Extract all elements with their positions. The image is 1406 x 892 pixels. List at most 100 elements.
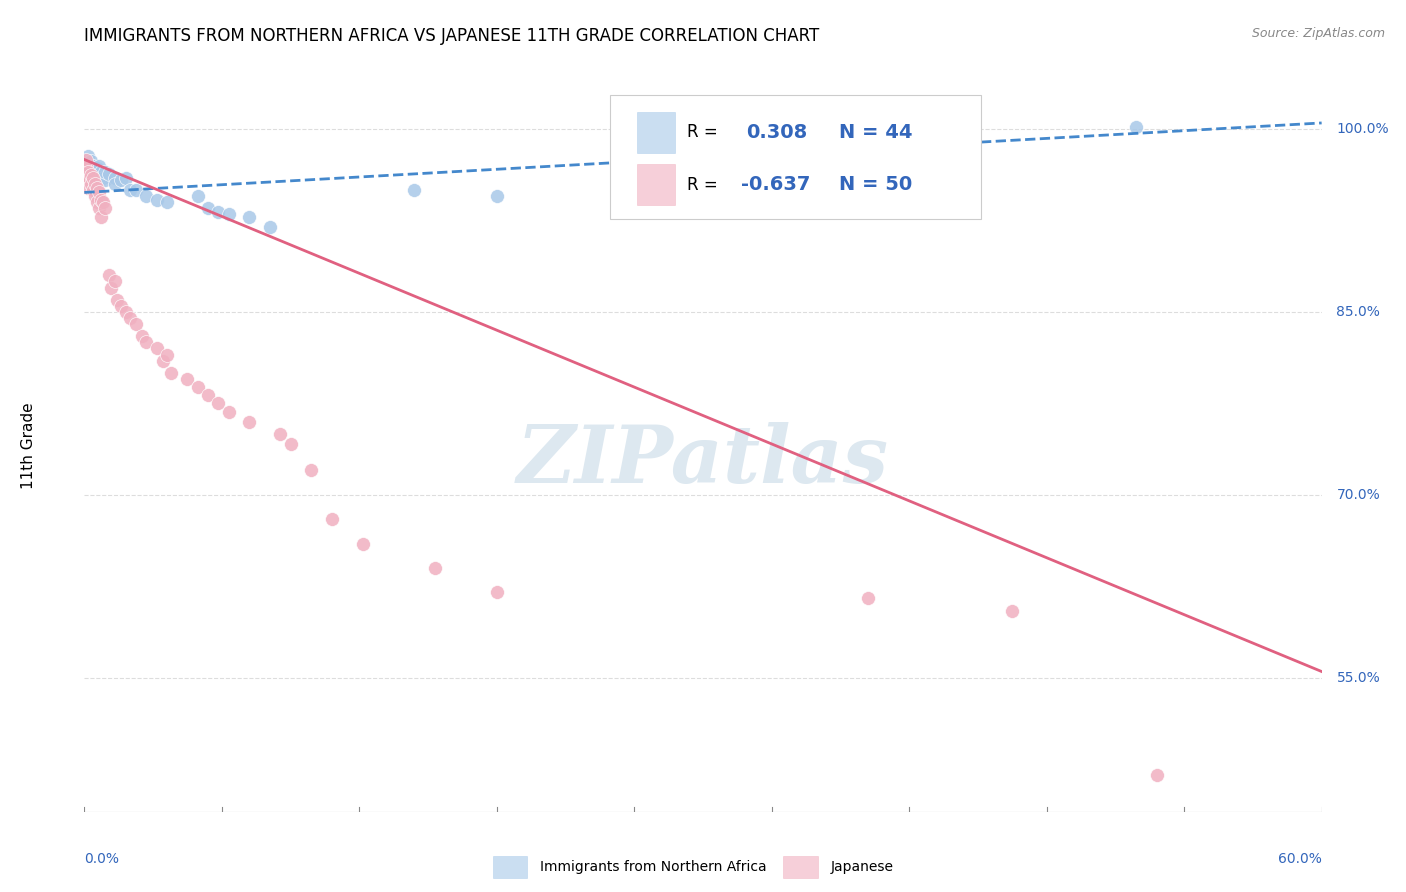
Text: Immigrants from Northern Africa: Immigrants from Northern Africa <box>540 860 766 873</box>
Point <box>485 585 508 599</box>
Bar <box>637 164 675 204</box>
Point <box>87 169 110 183</box>
Text: 11th Grade: 11th Grade <box>21 402 37 490</box>
Point <box>94 165 117 179</box>
Point <box>79 161 101 175</box>
Text: Source: ZipAtlas.com: Source: ZipAtlas.com <box>1251 27 1385 40</box>
Text: R =: R = <box>688 176 723 194</box>
Point <box>110 299 132 313</box>
Point <box>118 311 141 326</box>
Text: N = 44: N = 44 <box>839 123 912 142</box>
Point <box>423 561 446 575</box>
Point <box>156 195 179 210</box>
Point <box>125 183 148 197</box>
Point <box>98 167 121 181</box>
Bar <box>783 855 818 878</box>
Point <box>79 169 101 183</box>
Point <box>1001 604 1024 618</box>
Text: 60.0%: 60.0% <box>1278 852 1322 866</box>
Point <box>75 153 97 167</box>
Point <box>105 293 128 307</box>
Text: 100.0%: 100.0% <box>1337 122 1389 136</box>
Text: 0.0%: 0.0% <box>84 852 120 866</box>
Point <box>75 165 97 179</box>
Point <box>100 280 122 294</box>
Point <box>90 193 112 207</box>
Point <box>86 161 108 175</box>
Point <box>86 180 108 194</box>
Point <box>135 189 157 203</box>
FancyBboxPatch shape <box>610 95 981 219</box>
Point <box>82 183 104 197</box>
Point <box>82 167 104 181</box>
Point <box>321 512 343 526</box>
Point <box>110 173 132 187</box>
Point <box>94 202 117 216</box>
Point <box>207 396 229 410</box>
Text: 85.0%: 85.0% <box>1337 305 1381 319</box>
Point <box>197 202 219 216</box>
Point <box>82 176 104 190</box>
Text: 55.0%: 55.0% <box>1337 671 1381 685</box>
Point <box>79 169 101 183</box>
Point <box>135 335 157 350</box>
Text: R =: R = <box>688 123 728 142</box>
Point <box>90 210 112 224</box>
Text: IMMIGRANTS FROM NORTHERN AFRICA VS JAPANESE 11TH GRADE CORRELATION CHART: IMMIGRANTS FROM NORTHERN AFRICA VS JAPAN… <box>84 27 820 45</box>
Point <box>1125 120 1147 134</box>
Point <box>77 170 100 185</box>
Point <box>98 268 121 283</box>
Point <box>299 463 322 477</box>
Point <box>187 380 209 394</box>
Point <box>280 436 302 450</box>
Point <box>145 193 167 207</box>
Point <box>79 153 101 168</box>
Bar <box>492 855 527 878</box>
Point <box>238 210 260 224</box>
Point <box>86 170 108 185</box>
Point <box>1146 768 1168 782</box>
Point <box>94 173 117 187</box>
Point <box>197 388 219 402</box>
Point <box>77 173 100 187</box>
Point <box>104 170 127 185</box>
Point <box>156 348 179 362</box>
Point <box>79 177 101 191</box>
Point <box>77 162 100 177</box>
Point <box>856 591 879 606</box>
Point <box>218 207 240 221</box>
Point <box>207 205 229 219</box>
Point <box>75 159 97 173</box>
Point <box>77 149 100 163</box>
Point <box>87 186 110 200</box>
Text: 70.0%: 70.0% <box>1337 488 1381 502</box>
Point <box>77 165 100 179</box>
Point <box>87 202 110 216</box>
Point <box>160 366 183 380</box>
Point <box>87 159 110 173</box>
Point <box>485 189 508 203</box>
Point <box>77 156 100 170</box>
Point <box>404 183 426 197</box>
Point <box>877 197 900 211</box>
Point <box>352 536 374 550</box>
Point <box>269 426 291 441</box>
Point <box>75 170 97 185</box>
Point <box>75 173 97 187</box>
Point <box>83 173 105 187</box>
Point <box>125 317 148 331</box>
Point <box>114 305 136 319</box>
Text: ZIPatlas: ZIPatlas <box>517 422 889 500</box>
Point <box>77 180 100 194</box>
Point <box>259 219 281 234</box>
Point <box>238 415 260 429</box>
Point <box>83 165 105 179</box>
Point <box>91 170 114 185</box>
Text: 0.308: 0.308 <box>747 123 807 142</box>
Point <box>187 189 209 203</box>
Point <box>131 329 153 343</box>
Point <box>91 195 114 210</box>
Point <box>118 183 141 197</box>
Point <box>145 342 167 356</box>
Point <box>75 159 97 173</box>
